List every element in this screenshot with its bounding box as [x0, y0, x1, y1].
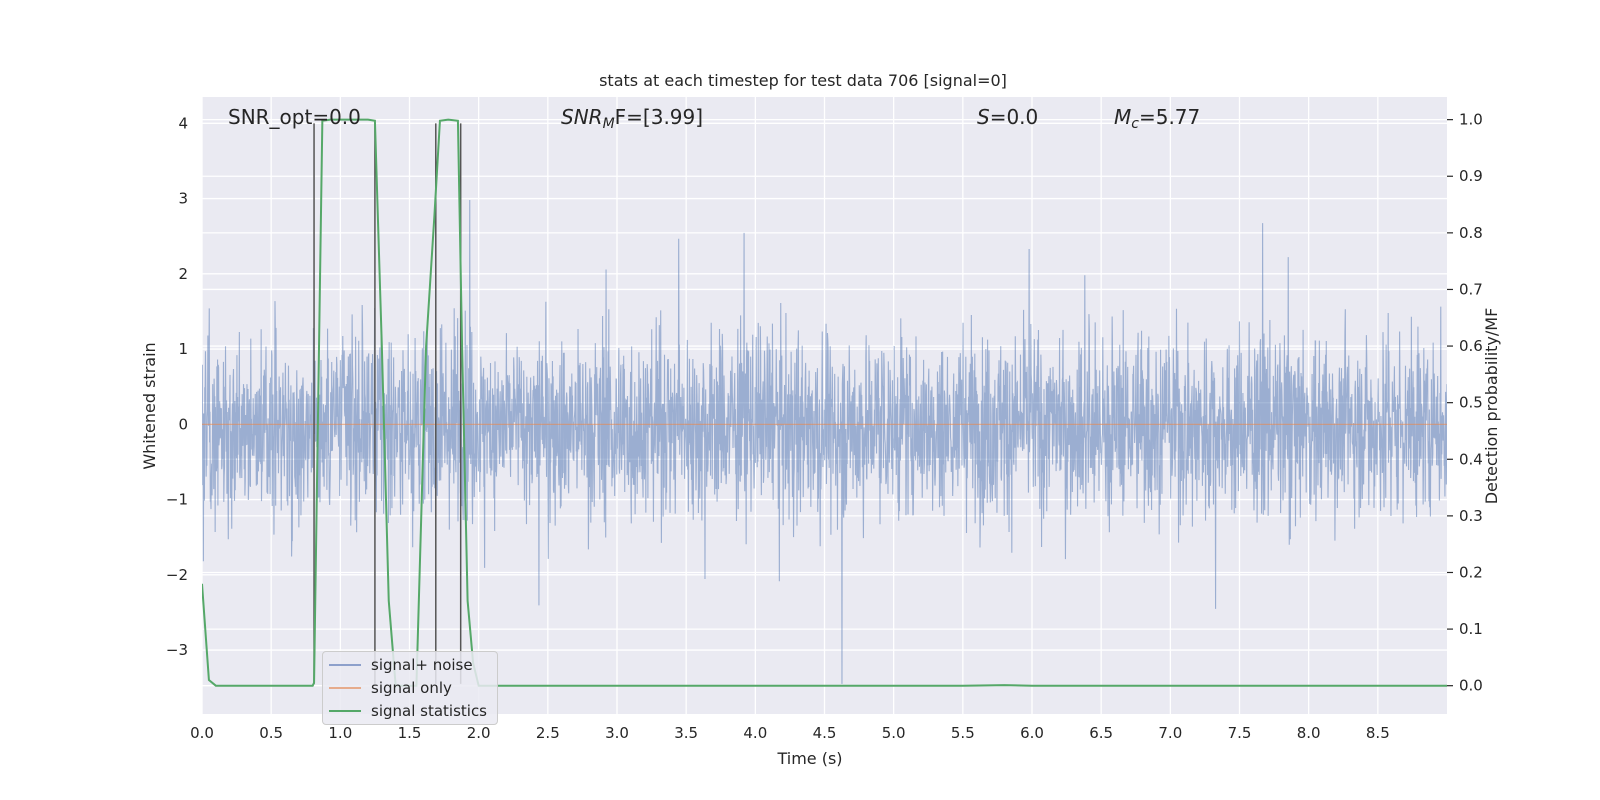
- annotation-s: S=0.0: [977, 105, 1038, 129]
- legend-item-signal-noise: signal+ noise: [329, 654, 473, 676]
- y-right-tick-label: 0.3: [1459, 507, 1483, 525]
- x-tick-label: 8.5: [1366, 724, 1390, 742]
- legend-swatch: [329, 664, 361, 666]
- y-left-axis-label: Whitened strain: [140, 342, 159, 469]
- x-tick-label: 6.5: [1089, 724, 1113, 742]
- legend-label: signal+ noise: [371, 656, 473, 674]
- x-tick-label: 2.0: [467, 724, 491, 742]
- y-left-tick-label: 1: [178, 340, 188, 358]
- y-left-tick-label: 0: [178, 415, 188, 433]
- annotation-snr-opt: SNR_opt=0.0: [228, 105, 361, 129]
- y-right-tick-label: 0.4: [1459, 450, 1483, 468]
- annotation-mc-main: M: [1114, 105, 1131, 129]
- legend-item-signal-statistics: signal statistics: [329, 700, 487, 722]
- y-right-tick-label: 1.0: [1459, 111, 1483, 129]
- annotation-mc-sub: c: [1131, 116, 1139, 132]
- annotation-snr-mf-rest: F=[3.99]: [615, 105, 703, 129]
- y-left-tick-label: −1: [166, 491, 188, 509]
- legend-swatch: [329, 687, 361, 689]
- y-left-tick-label: −3: [166, 641, 188, 659]
- y-left-tick-label: 2: [178, 265, 188, 283]
- y-left-tick-label: 3: [178, 190, 188, 208]
- y-left-axis-ticks: −3 −2 −1 0 1 2 3 4: [166, 114, 188, 659]
- x-tick-label: 6.0: [1020, 724, 1044, 742]
- annotation-snr-mf: SNRMF=[3.99]: [561, 105, 703, 132]
- chart-title: stats at each timestep for test data 706…: [599, 71, 1007, 90]
- annotation-snr-mf-sub: M: [603, 116, 615, 132]
- x-tick-label: 1.5: [398, 724, 422, 742]
- legend-label: signal statistics: [371, 702, 488, 720]
- annotation-s-rest: =0.0: [990, 105, 1039, 129]
- x-tick-label: 2.5: [536, 724, 560, 742]
- x-tick-label: 4.0: [743, 724, 767, 742]
- x-axis-label: Time (s): [776, 749, 842, 768]
- annotation-s-main: S: [977, 105, 990, 129]
- x-tick-label: 4.5: [813, 724, 837, 742]
- y-right-axis-label: Detection probability/MF: [1482, 308, 1501, 505]
- x-tick-label: 8.0: [1297, 724, 1321, 742]
- x-tick-label: 5.0: [882, 724, 906, 742]
- y-right-tick-label: 0.1: [1459, 620, 1483, 638]
- y-right-tick-label: 0.6: [1459, 337, 1483, 355]
- y-right-tick-label: 0.0: [1459, 677, 1483, 695]
- annotation-snr-mf-main: SNR: [561, 105, 603, 129]
- y-right-tick-label: 0.2: [1459, 563, 1483, 581]
- y-right-axis-ticks: 0.0 0.1 0.2 0.3 0.4 0.5 0.6 0.7 0.8 0.9 1.0: [1447, 111, 1483, 695]
- y-left-tick-label: −2: [166, 566, 188, 584]
- signal-noise-series: [202, 199, 1447, 684]
- y-right-tick-label: 0.5: [1459, 394, 1483, 412]
- y-right-tick-label: 0.9: [1459, 167, 1483, 185]
- x-tick-label: 1.0: [328, 724, 352, 742]
- x-tick-label: 5.5: [951, 724, 975, 742]
- x-tick-label: 0.5: [259, 724, 283, 742]
- annotation-mc: Mc=5.77: [1114, 105, 1200, 132]
- y-right-tick-label: 0.8: [1459, 224, 1483, 242]
- signal-noise-line: [202, 199, 1447, 684]
- x-tick-label: 3.0: [605, 724, 629, 742]
- y-left-tick-label: 4: [178, 114, 188, 132]
- y-right-tick-label: 0.7: [1459, 280, 1483, 298]
- annotation-mc-rest: =5.77: [1139, 105, 1200, 129]
- legend-swatch: [329, 710, 361, 712]
- x-axis-ticks: 0.0 0.5 1.0 1.5 2.0 2.5 3.0 3.5 4.0 4.5 5.0 5.5 6.0 6…: [190, 724, 1390, 742]
- legend: signal+ noise signal only signal statist…: [322, 651, 498, 725]
- x-tick-label: 3.5: [674, 724, 698, 742]
- x-tick-label: 7.0: [1158, 724, 1182, 742]
- x-tick-label: 0.0: [190, 724, 214, 742]
- x-tick-label: 7.5: [1228, 724, 1252, 742]
- legend-label: signal only: [371, 679, 452, 697]
- legend-item-signal-only: signal only: [329, 677, 452, 699]
